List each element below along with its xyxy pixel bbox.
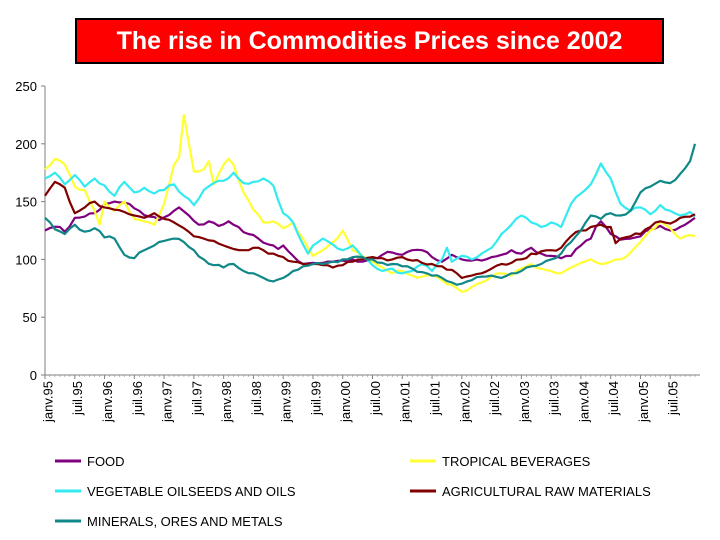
- x-tick-label: juil.00: [368, 381, 383, 416]
- legend-label: MINERALS, ORES AND METALS: [87, 514, 283, 529]
- legend-label: TROPICAL BEVERAGES: [442, 454, 591, 469]
- x-tick-label: juil.97: [189, 381, 204, 416]
- y-tick-label: 50: [23, 310, 37, 325]
- title-box: The rise in Commodities Prices since 200…: [75, 18, 664, 64]
- y-tick-label: 0: [30, 368, 37, 383]
- x-tick-label: juil.05: [666, 381, 681, 416]
- series-line-food: [44, 200, 696, 266]
- x-tick-label: janv.98: [219, 381, 234, 423]
- x-tick-label: janv.03: [517, 381, 532, 423]
- legend-label: VEGETABLE OILSEEDS AND OILS: [87, 484, 296, 499]
- legend-label: FOOD: [87, 454, 125, 469]
- y-tick-label: 100: [15, 252, 37, 267]
- x-tick-label: janv.96: [100, 381, 115, 423]
- y-tick-label: 250: [15, 79, 37, 94]
- x-tick-label: juil.01: [427, 381, 442, 416]
- series-line-agricultural-raw-materials: [44, 180, 696, 279]
- x-tick-label: janv.04: [576, 381, 591, 423]
- chart-title: The rise in Commodities Prices since 200…: [116, 26, 623, 55]
- x-tick-label: janv.97: [160, 381, 175, 423]
- y-tick-labels: 0 50 100 150 200 250: [15, 79, 37, 383]
- x-tick-label: janv.95: [40, 381, 55, 423]
- legend: FOOD TROPICAL BEVERAGES VEGETABLE OILSEEDS…: [55, 454, 651, 529]
- x-tick-label: juil.03: [547, 381, 562, 416]
- x-tick-label: janv.01: [398, 381, 413, 423]
- x-tick-label: janv.05: [636, 381, 651, 423]
- x-tick-label: juil.02: [487, 381, 502, 416]
- x-tick-label: juil.96: [130, 381, 145, 416]
- x-tick-label: janv.02: [457, 381, 472, 423]
- series-line-tropical-beverages: [44, 113, 696, 293]
- x-tick-label: janv.00: [338, 381, 353, 423]
- x-tick-label: juil.95: [70, 381, 85, 416]
- chart-lines: [44, 113, 697, 293]
- x-tick-labels: janv.95 juil.95 janv.96 juil.96 janv.97 juil.…: [40, 381, 680, 423]
- y-tick-label: 200: [15, 137, 37, 152]
- x-tick-label: juil.99: [308, 381, 323, 416]
- y-tick-label: 150: [15, 195, 37, 210]
- series-line-minerals-ores-and-metals: [44, 143, 697, 286]
- chart-axes: [41, 85, 700, 379]
- x-tick-label: juil.04: [606, 381, 621, 416]
- x-tick-label: janv.99: [279, 381, 294, 423]
- series-line-vegetable-oilseeds-and-oils: [44, 162, 696, 275]
- legend-label: AGRICULTURAL RAW MATERIALS: [442, 484, 651, 499]
- x-tick-label: juil.98: [249, 381, 264, 416]
